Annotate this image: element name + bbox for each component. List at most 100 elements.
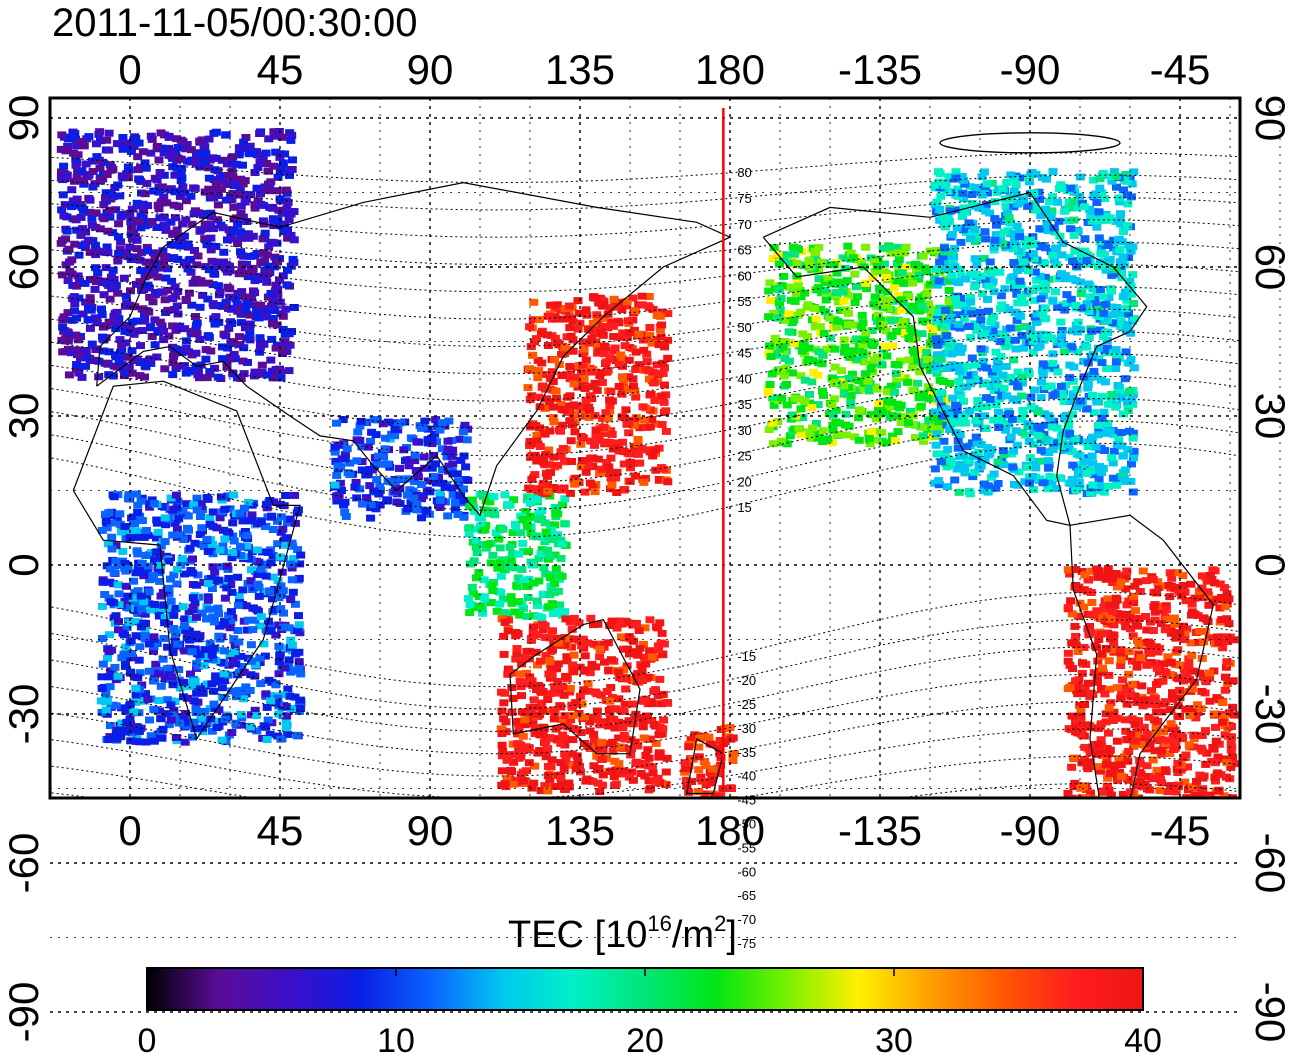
tec-cell	[496, 725, 506, 733]
tec-cell	[226, 608, 236, 616]
tec-cell	[605, 469, 615, 477]
tec-cell	[645, 331, 655, 339]
tec-cell	[91, 356, 101, 364]
tec-cell	[173, 154, 183, 162]
tec-cell	[174, 666, 184, 674]
tec-cell	[819, 329, 829, 337]
tec-cell	[562, 657, 572, 665]
tec-cell	[263, 293, 273, 301]
tec-cell	[844, 321, 853, 329]
tec-cell	[94, 373, 104, 381]
tec-cell	[639, 653, 649, 661]
tec-cell	[127, 223, 136, 231]
tec-cell	[833, 317, 843, 325]
tec-cell	[694, 766, 704, 774]
tec-cell	[62, 227, 72, 235]
tec-cell	[619, 377, 629, 385]
tec-cell	[295, 560, 305, 568]
tec-cell	[644, 375, 654, 383]
tec-cell	[277, 133, 287, 141]
tec-cell	[509, 758, 519, 766]
tec-cell	[528, 316, 538, 324]
tec-cell	[579, 686, 589, 694]
tec-cell	[810, 323, 820, 331]
tec-cell	[1086, 371, 1096, 379]
tec-cell	[568, 725, 578, 732]
tec-cell	[166, 147, 176, 155]
tec-cell	[639, 478, 649, 486]
tec-cell	[1049, 256, 1059, 264]
tec-cell	[884, 296, 894, 304]
tec-cell	[558, 501, 568, 509]
tec-cell	[592, 714, 602, 722]
tec-cell	[249, 301, 259, 309]
tec-cell	[167, 711, 177, 719]
tec-cell	[785, 339, 795, 347]
tec-cell	[158, 725, 168, 733]
tec-cell	[246, 252, 256, 260]
tec-cell	[908, 328, 918, 336]
tec-cell	[869, 436, 879, 444]
tec-cell	[453, 511, 463, 518]
tec-cell	[213, 373, 223, 381]
tec-cell	[462, 436, 472, 444]
tec-cell	[595, 347, 605, 355]
tec-cell	[246, 641, 256, 649]
tec-cell	[263, 548, 273, 556]
tec-cell	[603, 415, 613, 423]
tec-cell	[564, 783, 574, 791]
tec-cell	[771, 339, 781, 347]
tec-cell	[564, 315, 574, 323]
tec-cell	[893, 428, 903, 436]
tec-cell	[374, 490, 384, 498]
tec-cell	[483, 540, 493, 548]
tec-cell	[132, 490, 141, 498]
tec-cell	[62, 328, 72, 336]
tec-cell	[268, 315, 278, 322]
tec-cell	[186, 146, 196, 154]
tec-cell	[1006, 433, 1016, 441]
tec-cell	[499, 715, 509, 723]
tec-cell	[1035, 225, 1045, 233]
tec-cell	[1017, 392, 1027, 400]
tec-cell	[282, 205, 292, 213]
tec-cell	[981, 394, 991, 402]
tec-cell	[205, 705, 215, 712]
tec-cell	[933, 395, 943, 403]
tec-cell	[545, 552, 555, 560]
tec-cell	[616, 743, 625, 751]
tec-cell	[532, 335, 541, 343]
tec-cell	[1040, 273, 1050, 281]
tec-cell	[1100, 315, 1110, 323]
tec-cell	[145, 716, 154, 724]
tec-cell	[648, 769, 658, 777]
tec-cell	[892, 375, 902, 383]
tec-cell	[583, 639, 593, 647]
tec-cell	[551, 689, 561, 697]
tec-cell	[406, 499, 416, 507]
tec-cell	[211, 182, 221, 190]
tec-cell	[995, 338, 1005, 345]
tec-cell	[565, 375, 575, 383]
tec-cell	[108, 266, 118, 274]
tec-cell	[657, 730, 667, 738]
tec-cell	[1097, 189, 1107, 197]
tec-cell	[246, 671, 256, 679]
tec-cell	[796, 431, 806, 439]
tec-cell	[1040, 304, 1050, 312]
tec-cell	[160, 264, 170, 272]
tec-cell	[79, 177, 88, 185]
tec-cell	[90, 180, 100, 188]
tec-cell	[597, 720, 607, 728]
tec-cell	[152, 534, 161, 542]
tec-cell	[867, 327, 877, 335]
tec-cell	[129, 136, 139, 143]
tec-cell	[911, 434, 920, 442]
tec-cell	[123, 174, 133, 182]
tec-cell	[645, 647, 655, 655]
tec-cell	[127, 650, 137, 657]
tec-cell	[1035, 195, 1045, 203]
tec-cell	[189, 501, 199, 509]
tec-cell	[331, 457, 341, 465]
tec-cell	[1075, 192, 1084, 200]
